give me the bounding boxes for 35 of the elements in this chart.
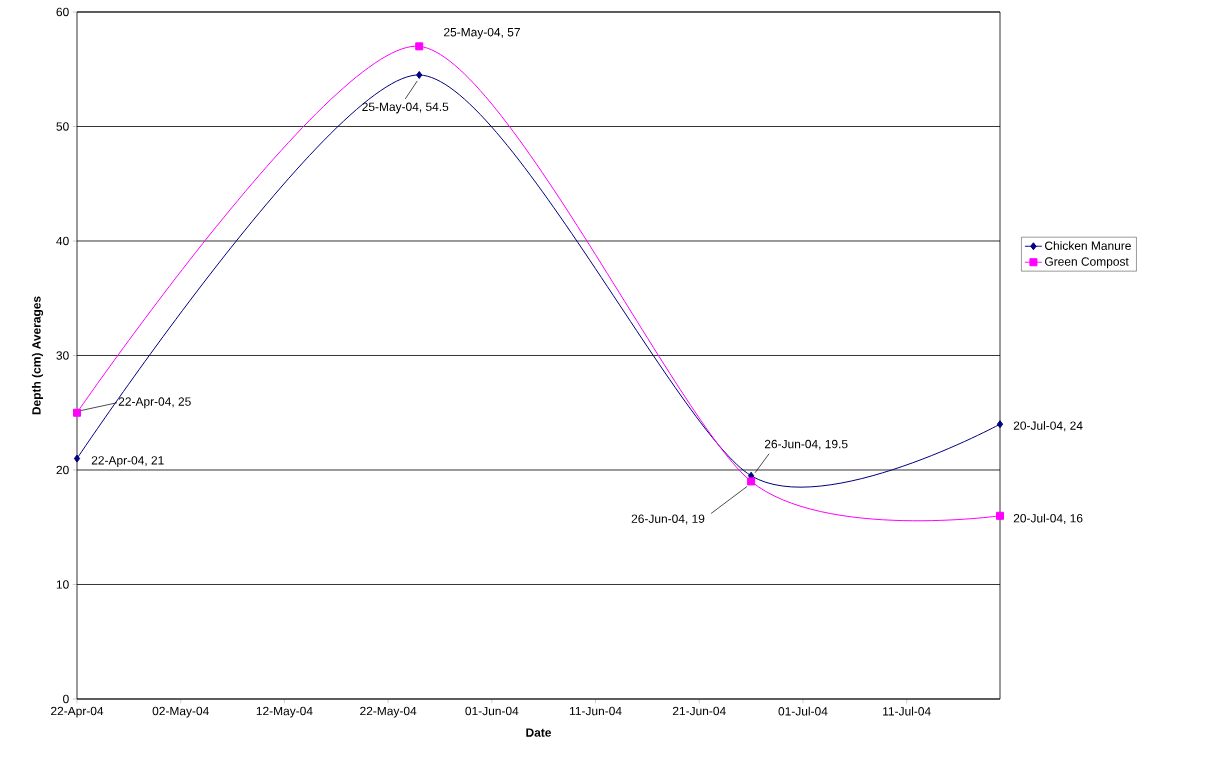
x-tick-label: 22-Apr-04 bbox=[51, 706, 104, 718]
annotation: 26-Jun-04, 19.5 bbox=[764, 439, 848, 450]
legend-label: Green Compost bbox=[1045, 257, 1129, 269]
point bbox=[747, 477, 756, 486]
y-tick-label: 10 bbox=[56, 580, 69, 589]
annotation: 20-Jul-04, 16 bbox=[1013, 513, 1083, 524]
y-tick-label: 60 bbox=[56, 7, 69, 17]
annotation: 20-Jul-04, 24 bbox=[1013, 421, 1083, 432]
annotation: 25-May-04, 57 bbox=[444, 27, 520, 39]
x-tick-label: 21-Jun-04 bbox=[672, 706, 726, 716]
x-tick-label: 02-May-04 bbox=[152, 706, 209, 718]
point bbox=[996, 511, 1004, 520]
annotation: 22-Apr-04, 25 bbox=[118, 397, 191, 409]
annotation: 26-Jun-04, 19 bbox=[631, 514, 705, 525]
x-tick-label: 11-Jul-04 bbox=[883, 706, 931, 716]
point bbox=[996, 420, 1004, 429]
y-axis-title: Depth (cm) Averages bbox=[31, 296, 44, 415]
x-tick-label: 01-Jun-04 bbox=[465, 706, 519, 716]
x-tick-label: 22-May-04 bbox=[360, 706, 417, 718]
annotation: 22-Apr-04, 21 bbox=[91, 456, 164, 467]
point bbox=[73, 454, 81, 463]
point bbox=[415, 42, 424, 51]
x-tick-label: 12-May-04 bbox=[256, 706, 313, 718]
legend-label: Chicken Manure bbox=[1045, 241, 1131, 250]
y-tick-label: 30 bbox=[56, 351, 69, 360]
point bbox=[73, 408, 81, 417]
y-tick-label: 0 bbox=[63, 694, 69, 704]
annotation: 25-May-04, 54.5 bbox=[362, 102, 449, 114]
point bbox=[416, 70, 423, 79]
y-tick-label: 40 bbox=[56, 236, 69, 246]
x-tick-label: 01-Jul-04 bbox=[778, 706, 828, 716]
x-tick-label: 11-Jun-04 bbox=[569, 706, 622, 716]
y-tick-label: 50 bbox=[56, 122, 69, 131]
y-tick-label: 20 bbox=[56, 465, 69, 475]
x-axis-title: Date bbox=[526, 728, 552, 737]
